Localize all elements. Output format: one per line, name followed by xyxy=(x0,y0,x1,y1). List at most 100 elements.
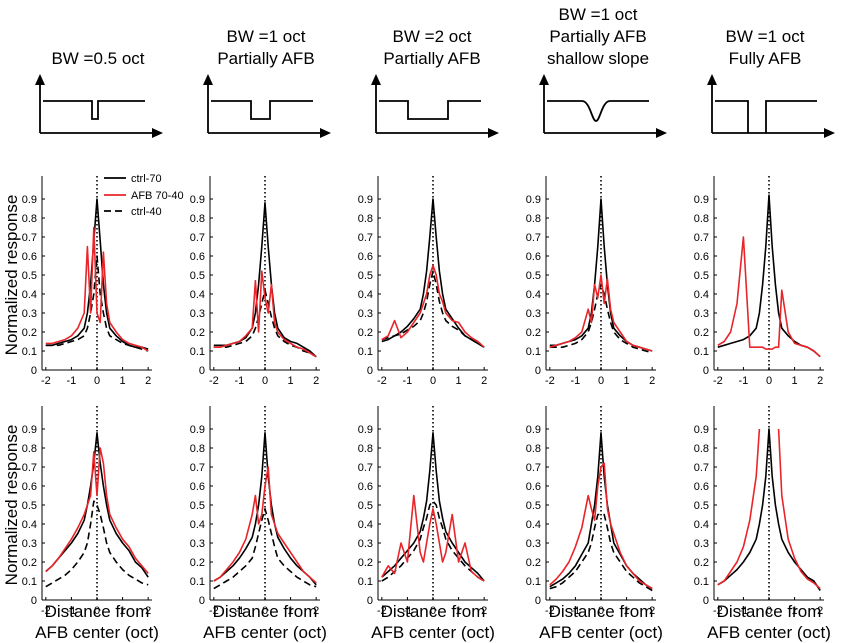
arrowhead-up-icon xyxy=(371,74,381,85)
y-tick-label: 0.3 xyxy=(526,538,541,550)
response-panel: 0 0.1 0.2 0.3 0.4 0.5 0.6 0.7 0.8 0.9 -2 -1 0 1 2 xyxy=(190,176,320,387)
series-ctrl-70 xyxy=(381,432,485,582)
y-tick-label: 0.4 xyxy=(190,289,205,301)
y-tick-label: 0.1 xyxy=(526,576,541,588)
y-tick-label: 0.8 xyxy=(358,213,373,225)
x-axis-label: AFB center (oct) xyxy=(203,623,327,642)
condition-title-line: Fully AFB xyxy=(729,49,802,68)
x-tick-label: -2 xyxy=(209,375,219,387)
x-tick-label: -1 xyxy=(235,375,245,387)
response-panel: 0 0.1 0.2 0.3 0.4 0.5 0.6 0.7 0.8 0.9 -2 -1 0 1 2 xyxy=(694,406,824,617)
legend-label: ctrl-40 xyxy=(131,206,162,218)
y-tick-label: 0.2 xyxy=(694,557,709,569)
x-axis-label: AFB center (oct) xyxy=(707,623,831,642)
x-tick-label: -1 xyxy=(235,605,245,617)
y-tick-label: 0.9 xyxy=(22,194,37,206)
series-afb-70-40 xyxy=(45,447,149,574)
y-tick-label: 0.3 xyxy=(358,538,373,550)
x-tick-label: 1 xyxy=(456,605,462,617)
x-tick-label: -1 xyxy=(403,375,413,387)
x-tick-label: 1 xyxy=(456,375,462,387)
response-panel: 0 0.1 0.2 0.3 0.4 0.5 0.6 0.7 0.8 0.9 -2 -1 0 1 2 xyxy=(22,406,152,617)
y-tick-label: 0.7 xyxy=(526,232,541,244)
x-tick-label: -2 xyxy=(713,605,723,617)
arrowhead-up-icon xyxy=(203,74,213,85)
y-tick-label: 0.7 xyxy=(358,462,373,474)
y-tick-label: 0.6 xyxy=(694,481,709,493)
series-ctrl-40 xyxy=(549,283,653,354)
series-afb-70-40 xyxy=(45,226,149,352)
y-tick-label: 0.1 xyxy=(22,576,37,588)
y-tick-label: 0.3 xyxy=(526,308,541,320)
y-tick-label: 0.8 xyxy=(22,443,37,455)
y-tick-label: 0.6 xyxy=(190,481,205,493)
y-tick-label: 0.3 xyxy=(190,308,205,320)
y-tick-label: 0.6 xyxy=(22,251,37,263)
y-tick-label: 0.7 xyxy=(526,462,541,474)
x-tick-label: 2 xyxy=(145,605,151,617)
legend-label: AFB 70-40 xyxy=(131,190,184,202)
series-afb-70-40 xyxy=(717,428,821,590)
y-tick-label: 0.5 xyxy=(358,270,373,282)
y-tick-label: 0.4 xyxy=(694,289,709,301)
y-tick-label: 0.1 xyxy=(694,576,709,588)
legend-label: ctrl-70 xyxy=(131,173,162,185)
y-tick-label: 0 xyxy=(703,365,709,377)
y-tick-label: 0.6 xyxy=(22,481,37,493)
legend-entry: ctrl-40 xyxy=(104,206,162,218)
legend-entry: AFB 70-40 xyxy=(104,190,184,202)
x-tick-label: 2 xyxy=(481,605,487,617)
y-tick-label: 0.6 xyxy=(358,481,373,493)
series-ctrl-70 xyxy=(381,198,485,348)
y-tick-label: 0.8 xyxy=(694,213,709,225)
y-tick-label: 0 xyxy=(199,595,205,607)
y-tick-label: 0 xyxy=(367,595,373,607)
y-tick-label: 0.2 xyxy=(190,327,205,339)
y-tick-label: 0.5 xyxy=(22,270,37,282)
series-afb-70-40 xyxy=(549,274,653,352)
y-tick-label: 0.5 xyxy=(694,500,709,512)
x-tick-label: 1 xyxy=(120,375,126,387)
response-panel: 0 0.1 0.2 0.3 0.4 0.5 0.6 0.7 0.8 0.9 -2 -1 0 1 2 xyxy=(22,176,152,387)
y-tick-label: 0.9 xyxy=(22,424,37,436)
y-tick-label: 0.4 xyxy=(22,519,37,531)
x-tick-label: 2 xyxy=(313,605,319,617)
series-ctrl-70 xyxy=(45,198,149,350)
spectrum-notch-line xyxy=(43,100,145,120)
x-tick-label: 2 xyxy=(481,375,487,387)
condition-title-line: shallow slope xyxy=(547,49,649,68)
x-tick-label: 0 xyxy=(430,605,436,617)
x-tick-label: -2 xyxy=(209,605,219,617)
y-tick-label: 0.6 xyxy=(526,481,541,493)
x-tick-label: 0 xyxy=(94,375,100,387)
y-tick-label: 0.5 xyxy=(526,270,541,282)
y-tick-label: 0 xyxy=(703,595,709,607)
x-axis-label: Distance from xyxy=(45,602,150,621)
y-tick-label: 0.9 xyxy=(526,424,541,436)
x-tick-label: -2 xyxy=(41,375,51,387)
x-tick-label: 0 xyxy=(598,375,604,387)
x-tick-label: -1 xyxy=(67,605,77,617)
x-tick-label: 0 xyxy=(430,375,436,387)
y-tick-label: 0.2 xyxy=(358,557,373,569)
series-ctrl-70 xyxy=(213,432,317,586)
y-tick-label: 0.9 xyxy=(526,194,541,206)
x-tick-label: -2 xyxy=(41,605,51,617)
x-tick-label: -2 xyxy=(713,375,723,387)
x-tick-label: 2 xyxy=(649,605,655,617)
filter-schematic xyxy=(707,74,835,138)
x-tick-label: 1 xyxy=(624,605,630,617)
y-tick-label: 0.1 xyxy=(526,346,541,358)
arrowhead-right-icon xyxy=(320,128,331,138)
y-tick-label: 0.5 xyxy=(526,500,541,512)
x-tick-label: 1 xyxy=(792,605,798,617)
arrowhead-right-icon xyxy=(656,128,667,138)
y-tick-label: 0.8 xyxy=(22,213,37,225)
legend-entry: ctrl-70 xyxy=(104,173,162,185)
y-tick-label: 0.9 xyxy=(190,424,205,436)
y-tick-label: 0.4 xyxy=(358,519,373,531)
x-tick-label: 0 xyxy=(262,605,268,617)
filter-schematic xyxy=(203,74,331,138)
y-tick-label: 0.3 xyxy=(22,308,37,320)
